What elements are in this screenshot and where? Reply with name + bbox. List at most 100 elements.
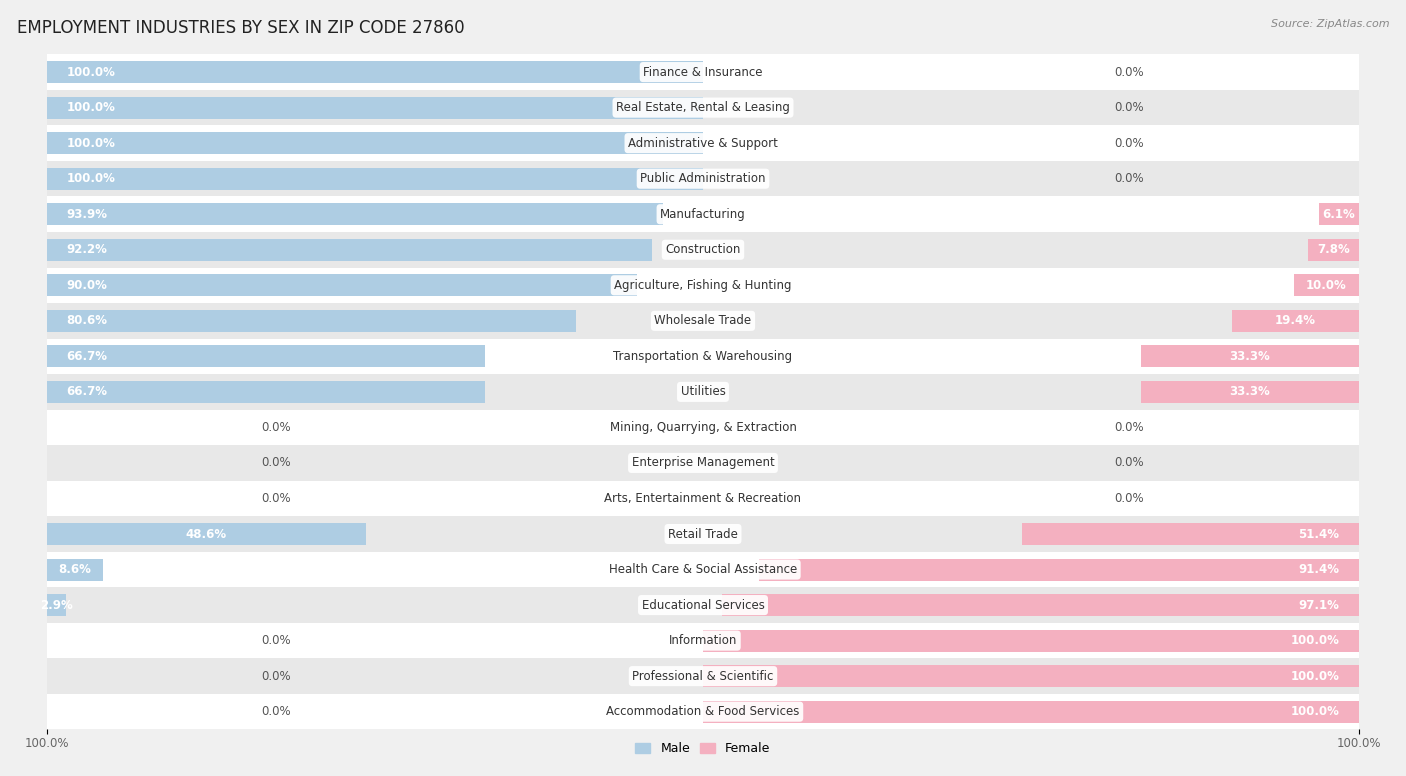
Bar xyxy=(46,268,1360,303)
Bar xyxy=(46,90,1360,126)
Text: 0.0%: 0.0% xyxy=(1115,492,1144,505)
Bar xyxy=(1232,310,1360,332)
Text: 100.0%: 100.0% xyxy=(66,66,115,78)
Text: 0.0%: 0.0% xyxy=(262,705,291,718)
Bar xyxy=(46,552,1360,587)
Bar xyxy=(1308,239,1360,261)
Text: Utilities: Utilities xyxy=(681,386,725,398)
Bar xyxy=(46,239,652,261)
Bar xyxy=(46,381,485,403)
Text: Information: Information xyxy=(669,634,737,647)
Bar xyxy=(1140,381,1360,403)
Text: 10.0%: 10.0% xyxy=(1306,279,1347,292)
Text: 100.0%: 100.0% xyxy=(66,172,115,185)
Text: 0.0%: 0.0% xyxy=(262,456,291,469)
Text: Retail Trade: Retail Trade xyxy=(668,528,738,541)
Bar xyxy=(703,629,1360,652)
Text: 2.9%: 2.9% xyxy=(39,598,73,611)
Bar xyxy=(46,516,1360,552)
Bar xyxy=(1022,523,1360,545)
Text: 66.7%: 66.7% xyxy=(66,386,107,398)
Bar xyxy=(46,310,575,332)
Text: EMPLOYMENT INDUSTRIES BY SEX IN ZIP CODE 27860: EMPLOYMENT INDUSTRIES BY SEX IN ZIP CODE… xyxy=(17,19,464,37)
Bar xyxy=(1294,274,1360,296)
Text: Real Estate, Rental & Leasing: Real Estate, Rental & Leasing xyxy=(616,101,790,114)
Bar xyxy=(46,594,66,616)
Bar xyxy=(759,559,1360,580)
Bar xyxy=(703,701,1360,722)
Bar xyxy=(46,161,1360,196)
Text: 19.4%: 19.4% xyxy=(1275,314,1316,327)
Text: 100.0%: 100.0% xyxy=(1291,670,1340,683)
Bar xyxy=(46,445,1360,480)
Text: Wholesale Trade: Wholesale Trade xyxy=(654,314,752,327)
Bar xyxy=(46,126,1360,161)
Text: 0.0%: 0.0% xyxy=(1115,66,1144,78)
Text: 8.6%: 8.6% xyxy=(59,563,91,576)
Text: Source: ZipAtlas.com: Source: ZipAtlas.com xyxy=(1271,19,1389,29)
Text: 100.0%: 100.0% xyxy=(66,137,115,150)
Bar xyxy=(46,374,1360,410)
Bar xyxy=(46,168,703,189)
Bar xyxy=(1319,203,1360,225)
Bar xyxy=(46,338,1360,374)
Bar xyxy=(46,658,1360,694)
Bar xyxy=(46,61,703,83)
Text: 51.4%: 51.4% xyxy=(1299,528,1340,541)
Text: 0.0%: 0.0% xyxy=(1115,421,1144,434)
Text: 6.1%: 6.1% xyxy=(1323,208,1355,220)
Bar xyxy=(46,54,1360,90)
Text: 66.7%: 66.7% xyxy=(66,350,107,363)
Text: 0.0%: 0.0% xyxy=(262,421,291,434)
Bar xyxy=(46,480,1360,516)
Text: 0.0%: 0.0% xyxy=(1115,101,1144,114)
Bar xyxy=(723,594,1360,616)
Text: 100.0%: 100.0% xyxy=(1291,705,1340,718)
Text: 97.1%: 97.1% xyxy=(1299,598,1340,611)
Text: Manufacturing: Manufacturing xyxy=(661,208,745,220)
Bar xyxy=(46,587,1360,623)
Bar xyxy=(46,132,703,154)
Text: Enterprise Management: Enterprise Management xyxy=(631,456,775,469)
Text: 0.0%: 0.0% xyxy=(1115,172,1144,185)
Text: 33.3%: 33.3% xyxy=(1229,350,1270,363)
Bar xyxy=(703,665,1360,688)
Text: 92.2%: 92.2% xyxy=(66,243,107,256)
Text: Mining, Quarrying, & Extraction: Mining, Quarrying, & Extraction xyxy=(610,421,796,434)
Text: 0.0%: 0.0% xyxy=(262,670,291,683)
Text: Public Administration: Public Administration xyxy=(640,172,766,185)
Text: 33.3%: 33.3% xyxy=(1229,386,1270,398)
Text: 0.0%: 0.0% xyxy=(262,634,291,647)
Text: 90.0%: 90.0% xyxy=(66,279,107,292)
Bar xyxy=(46,203,664,225)
Bar xyxy=(46,694,1360,729)
Bar xyxy=(46,196,1360,232)
Text: Professional & Scientific: Professional & Scientific xyxy=(633,670,773,683)
Bar xyxy=(46,345,485,367)
Text: 100.0%: 100.0% xyxy=(66,101,115,114)
Text: 93.9%: 93.9% xyxy=(66,208,107,220)
Text: 0.0%: 0.0% xyxy=(1115,137,1144,150)
Bar xyxy=(46,274,637,296)
Text: Accommodation & Food Services: Accommodation & Food Services xyxy=(606,705,800,718)
Bar xyxy=(46,303,1360,338)
Text: Educational Services: Educational Services xyxy=(641,598,765,611)
Text: Finance & Insurance: Finance & Insurance xyxy=(644,66,762,78)
Bar xyxy=(46,523,366,545)
Text: 80.6%: 80.6% xyxy=(66,314,107,327)
Text: 0.0%: 0.0% xyxy=(1115,456,1144,469)
Bar xyxy=(46,410,1360,445)
Text: Construction: Construction xyxy=(665,243,741,256)
Text: Administrative & Support: Administrative & Support xyxy=(628,137,778,150)
Text: Transportation & Warehousing: Transportation & Warehousing xyxy=(613,350,793,363)
Legend: Male, Female: Male, Female xyxy=(630,737,776,760)
Text: 100.0%: 100.0% xyxy=(1291,634,1340,647)
Text: 0.0%: 0.0% xyxy=(262,492,291,505)
Bar xyxy=(46,232,1360,268)
Text: 7.8%: 7.8% xyxy=(1317,243,1350,256)
Text: Arts, Entertainment & Recreation: Arts, Entertainment & Recreation xyxy=(605,492,801,505)
Text: Agriculture, Fishing & Hunting: Agriculture, Fishing & Hunting xyxy=(614,279,792,292)
Text: 91.4%: 91.4% xyxy=(1299,563,1340,576)
Text: Health Care & Social Assistance: Health Care & Social Assistance xyxy=(609,563,797,576)
Bar xyxy=(46,623,1360,658)
